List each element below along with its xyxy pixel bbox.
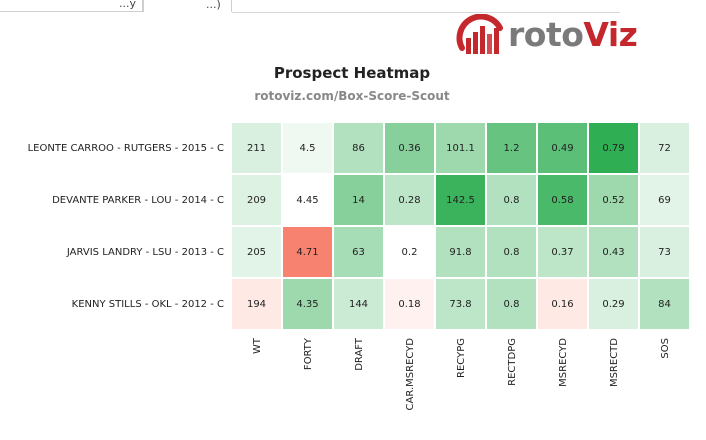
heatmap-cell: 211 [232, 123, 281, 173]
heatmap-cell: 0.2 [385, 227, 434, 277]
heatmap-cell: 91.8 [436, 227, 485, 277]
column-label: CAR.MSRECYD [405, 338, 416, 411]
heatmap-cell: 0.52 [589, 175, 638, 225]
heatmap-cell: 84 [640, 279, 689, 329]
heatmap-cell: 0.8 [487, 227, 536, 277]
heatmap-cell: 194 [232, 279, 281, 329]
tab-1[interactable]: ...y [0, 0, 143, 12]
heatmap-cell: 73 [640, 227, 689, 277]
heatmap-cell: 0.8 [487, 279, 536, 329]
heatmap-cell: 0.36 [385, 123, 434, 173]
row-label: KENNY STILLS - OKL - 2012 - C [71, 299, 224, 310]
heatmap-cell: 69 [640, 175, 689, 225]
column-label: FORTY [303, 338, 314, 371]
chart-title: Prospect Heatmap [273, 64, 431, 82]
heatmap-cell: 142.5 [436, 175, 485, 225]
row-label: DEVANTE PARKER - LOU - 2014 - C [52, 195, 224, 206]
heatmap-cell: 0.8 [487, 175, 536, 225]
heatmap-cell: 4.35 [283, 279, 332, 329]
heatmap-cell: 0.37 [538, 227, 587, 277]
heatmap-cell: 63 [334, 227, 383, 277]
column-label: SOS [660, 338, 671, 359]
tab-bar: ...y ...) [0, 0, 620, 13]
heatmap-cell: 205 [232, 227, 281, 277]
tab-2-label: ...) [206, 0, 221, 11]
heatmap-cell: 0.43 [589, 227, 638, 277]
row-label: JARVIS LANDRY - LSU - 2013 - C [66, 247, 224, 258]
tab-1-label: ...y [119, 0, 136, 10]
column-label: RECYPG [456, 338, 467, 378]
heatmap-cell: 0.16 [538, 279, 587, 329]
column-label: DRAFT [354, 338, 365, 371]
heatmap-cell: 73.8 [436, 279, 485, 329]
heatmap-cell: 0.18 [385, 279, 434, 329]
heatmap-cell: 0.29 [589, 279, 638, 329]
heatmap-cell: 72 [640, 123, 689, 173]
heatmap-cell: 4.45 [283, 175, 332, 225]
tab-divider [232, 12, 620, 13]
heatmap-cell: 0.79 [589, 123, 638, 173]
chart-logo-icon [456, 13, 503, 54]
column-label: MSRECYD [558, 338, 569, 387]
row-label: LEONTE CARROO - RUTGERS - 2015 - C [27, 143, 224, 154]
rotoviz-logo: rotoViz [456, 13, 638, 58]
heatmap-cell: 144 [334, 279, 383, 329]
logo-wordmark: rotoViz [508, 15, 638, 54]
column-label: WT [252, 338, 263, 354]
column-label: RECTDPG [507, 338, 518, 386]
heatmap-cell: 0.28 [385, 175, 434, 225]
chart-subtitle: rotoviz.com/Box-Score-Scout [254, 89, 450, 103]
tab-2[interactable]: ...) [143, 0, 232, 12]
heatmap-cell: 0.58 [538, 175, 587, 225]
heatmap-cell: 101.1 [436, 123, 485, 173]
heatmap-cell: 86 [334, 123, 383, 173]
heatmap-cell: 1.2 [487, 123, 536, 173]
heatmap-cell: 209 [232, 175, 281, 225]
heatmap-cell: 0.49 [538, 123, 587, 173]
heatmap-cell: 4.5 [283, 123, 332, 173]
heatmap-cell: 4.71 [283, 227, 332, 277]
column-label: MSRECTD [609, 338, 620, 388]
heatmap-cell: 14 [334, 175, 383, 225]
